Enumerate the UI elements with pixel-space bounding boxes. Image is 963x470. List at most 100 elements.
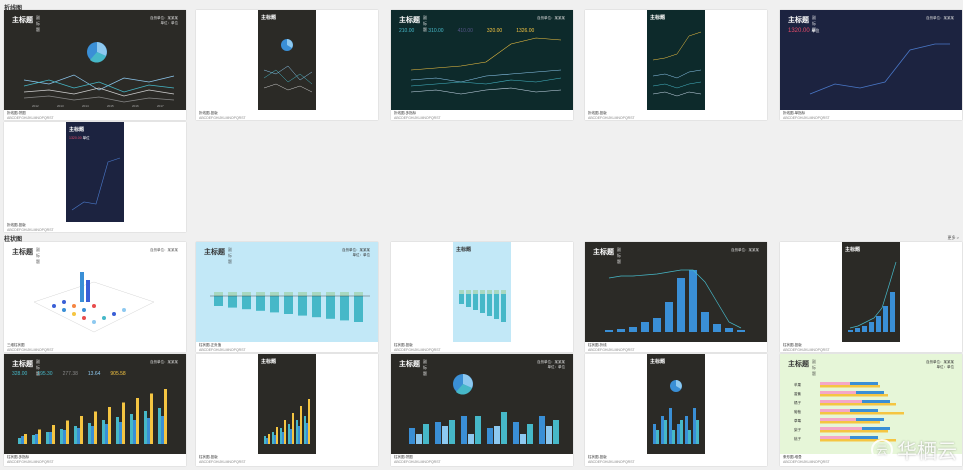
single-line-chart xyxy=(809,43,950,95)
bar xyxy=(304,416,306,444)
card-caption: 柱状图-竖版 ABCDEFGHIJKLMNOPQRST xyxy=(199,455,246,464)
chart-card[interactable]: 主标题 柱状图-竖版 ABCDEFGHIJKLMNOPQRST xyxy=(585,354,767,466)
bar xyxy=(282,432,284,444)
bar xyxy=(487,290,492,294)
bar xyxy=(284,292,293,296)
bar xyxy=(276,427,278,444)
chart-card[interactable]: 主标题 副标题 自然单位：某某某 单位：单位 2012 2013 2014 2015… xyxy=(4,10,186,120)
bar xyxy=(480,294,485,313)
chart-card[interactable]: 主标题 副标题 自然单位：某某某 单位：单位 柱状图-饼图 ABCDEFGHIJKLM… xyxy=(391,354,573,466)
bar xyxy=(298,292,307,296)
bar xyxy=(466,294,471,307)
chart-meta: 自然单位：某某某 单位：单位 xyxy=(150,16,178,25)
bar xyxy=(116,417,119,444)
chart-card[interactable]: 主标题 柱状图-竖版 ABCDEFGHIJKLMNOPQRST xyxy=(780,242,962,352)
row-label: 梨子 xyxy=(794,427,802,432)
bar xyxy=(862,400,890,403)
chart-title: 主标题 副标题 xyxy=(399,15,427,32)
chart-card[interactable]: 主标题 副标题 自然单位：某某某 三维柱状图 ABCDEFGHIJKLMNOPQRS… xyxy=(4,242,186,352)
bar xyxy=(119,422,122,444)
card-caption: 折线图-多指标 ABCDEFGHIJKLMNOPQRST xyxy=(394,111,441,120)
bar-chart-vertical xyxy=(848,261,897,332)
bar-chart-vertical xyxy=(653,380,699,444)
bar xyxy=(312,292,321,296)
bar xyxy=(713,324,721,332)
bar xyxy=(284,420,286,444)
bar xyxy=(487,428,493,444)
chart-meta: 自然单位：某某某 xyxy=(150,360,178,364)
bar xyxy=(480,290,485,294)
x-label: 2012 xyxy=(32,104,39,108)
bar xyxy=(214,296,223,306)
kpi-value: 1320.00 单位 xyxy=(69,136,90,140)
bar xyxy=(288,424,290,444)
bar xyxy=(268,434,270,444)
chart-title: 主标题 xyxy=(261,15,277,21)
chart-card[interactable]: 主标题 副标题 自然单位：某某某 单位：单位 柱状图-正负值 ABCDEFGHIJKL… xyxy=(196,242,378,352)
card-caption: 柱状图-饼图 ABCDEFGHIJKLMNOPQRST xyxy=(394,455,441,464)
chart-card[interactable]: 主标题 副标题 自然单位：某某某 328.00 195.30 277.38 13.64 9… xyxy=(4,354,186,466)
bar xyxy=(38,429,41,444)
bar xyxy=(340,292,349,296)
card-caption: 折线图-单指标 ABCDEFGHIJKLMNOPQRST xyxy=(783,111,830,120)
chart-card[interactable]: 主标题 副标题 自然单位：某某某 柱状图-折线 ABCDEFGHIJKLMNOPQR… xyxy=(585,242,767,352)
bar xyxy=(494,426,500,444)
chart-card[interactable]: 主标题 柱状图-竖版 ABCDEFGHIJKLMNOPQRST xyxy=(196,354,378,466)
bar xyxy=(527,424,533,444)
chart-card[interactable]: 主标题 副标题 自然单位：某某某 210.00 310.00 410.00 320.00… xyxy=(391,10,573,120)
section-label-line: 折线图 xyxy=(4,6,23,12)
bar xyxy=(856,391,884,394)
bar xyxy=(850,436,878,439)
bar xyxy=(677,278,685,332)
bar xyxy=(272,432,274,444)
bar xyxy=(290,429,292,444)
bar xyxy=(298,296,307,316)
x-label: 2017 xyxy=(157,104,164,108)
more-link[interactable]: 更多 > xyxy=(947,235,959,240)
bar xyxy=(664,420,667,444)
bar xyxy=(280,428,282,444)
chart-card[interactable]: 主标题 折线图-竖版 ABCDEFGHIJKLMNOPQRST xyxy=(585,10,767,120)
bar xyxy=(641,322,649,332)
bar xyxy=(270,296,279,313)
bar xyxy=(653,318,661,332)
bar xyxy=(850,409,878,412)
chart-title: 主标题 xyxy=(456,247,472,253)
chart-card[interactable]: 主标题 1320.00 单位 折线图-竖版 ABCDEFGHIJKLMNOPQRS… xyxy=(4,122,186,232)
bar xyxy=(284,296,293,314)
chart-meta: 自然单位：某某某 单位：单位 xyxy=(342,248,370,257)
bar xyxy=(475,416,481,444)
chart-card[interactable]: 主标题 副标题 自然单位：某某某 1320.00 单位 折线图-单指标 ABCDEF… xyxy=(780,10,962,120)
bar xyxy=(820,382,850,385)
bar xyxy=(300,406,302,444)
chart-title: 主标题 副标题 xyxy=(788,359,816,376)
multi-line-chart xyxy=(410,37,562,95)
bar xyxy=(883,306,888,332)
bar xyxy=(164,389,167,444)
bar xyxy=(326,296,335,319)
chart-thumbnail: 主标题 副标题 自然单位：某某某 xyxy=(4,242,186,342)
chart-title: 主标题 xyxy=(261,359,277,365)
chart-card[interactable]: 主标题 柱状图-竖版 ABCDEFGHIJKLMNOPQRST xyxy=(391,242,573,352)
section-label-bar: 柱状图 xyxy=(4,237,23,243)
line-chart-vertical xyxy=(263,39,313,93)
chart-title: 主标题 副标题 xyxy=(593,247,621,264)
chart-title: 主标题 副标题 xyxy=(12,359,40,376)
bar xyxy=(461,416,467,444)
bar xyxy=(494,294,499,319)
row-label: 橘子 xyxy=(794,400,802,405)
row-label: 葡萄 xyxy=(794,409,802,414)
bar xyxy=(88,423,91,444)
bar xyxy=(102,420,105,444)
bar xyxy=(820,409,850,412)
x-label: 2014 xyxy=(82,104,89,108)
chart-thumbnail: 主标题 xyxy=(453,242,511,342)
chart-card[interactable]: 主标题 折线图-竖版 ABCDEFGHIJKLMNOPQRST xyxy=(196,10,378,120)
bar xyxy=(820,439,896,442)
bar xyxy=(661,416,664,444)
bar xyxy=(689,270,697,332)
bar xyxy=(122,402,125,444)
bar xyxy=(18,438,21,444)
bar xyxy=(326,292,335,296)
chart-title: 主标题 副标题 xyxy=(12,15,40,32)
